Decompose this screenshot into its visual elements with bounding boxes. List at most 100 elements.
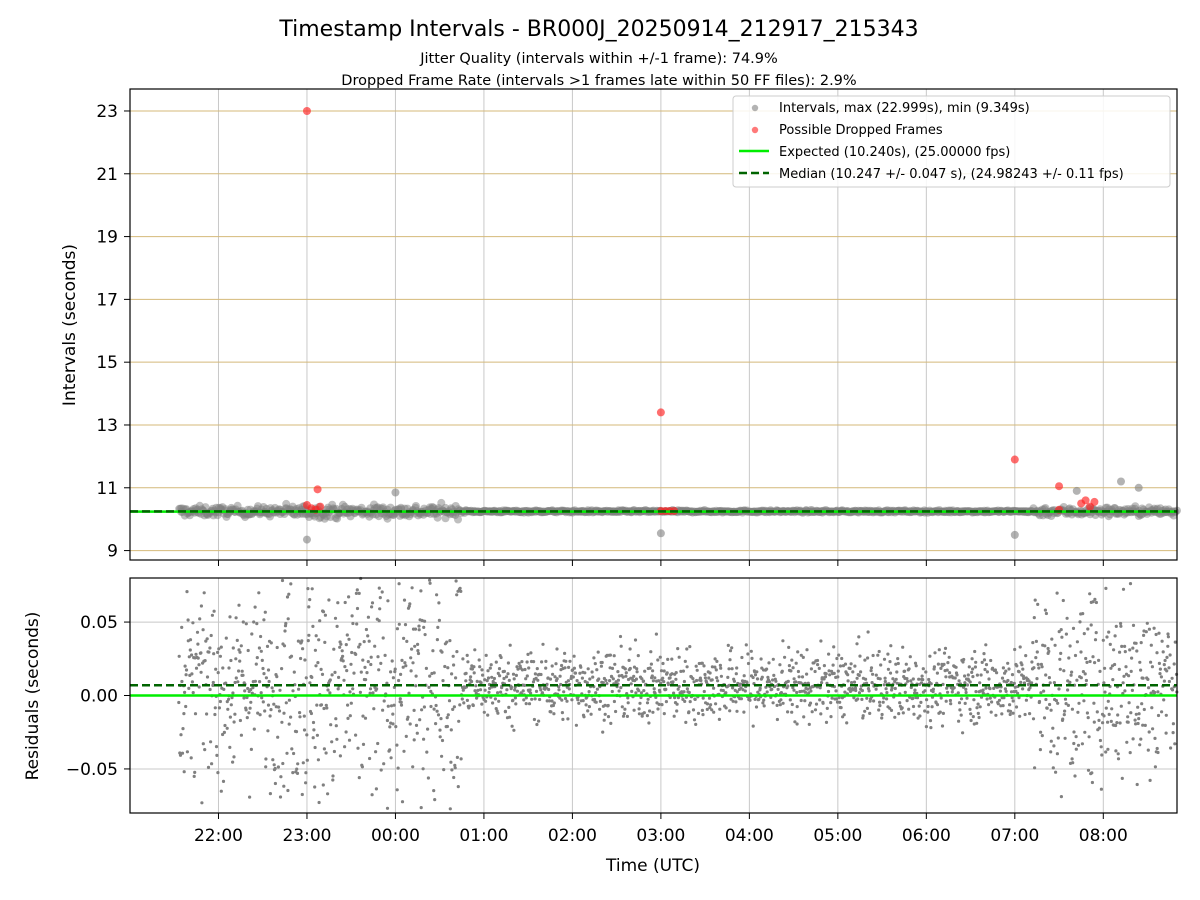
residual-point [623, 667, 627, 671]
residual-point [271, 758, 275, 762]
residual-point [354, 733, 358, 737]
residual-point [323, 640, 327, 645]
residual-point [548, 677, 553, 681]
residual-point [917, 704, 921, 708]
residual-point [976, 711, 980, 716]
residual-point [1103, 690, 1107, 694]
residual-point [641, 679, 646, 683]
residual-point [568, 659, 572, 663]
residual-point [983, 667, 987, 672]
residual-point [957, 701, 962, 705]
residual-point [448, 639, 452, 643]
residual-point [937, 648, 941, 652]
residual-point [931, 687, 936, 691]
residual-point [1084, 656, 1088, 661]
residual-point [1113, 634, 1117, 638]
residual-point [400, 800, 405, 804]
residual-point [456, 785, 460, 789]
residual-point [809, 689, 813, 693]
residual-point [988, 687, 992, 691]
residual-point [403, 623, 408, 627]
residual-point [212, 652, 216, 656]
residual-point [402, 598, 407, 602]
residual-point [528, 688, 532, 692]
residual-point [264, 765, 268, 769]
residual-point [380, 590, 384, 594]
residual-point [483, 688, 487, 692]
residual-point [297, 687, 301, 691]
residual-point [342, 678, 346, 682]
residual-point [244, 622, 248, 626]
residual-point [600, 660, 604, 665]
residual-point [576, 698, 580, 702]
residual-point [948, 698, 953, 703]
residual-point [654, 632, 659, 636]
residual-point [228, 745, 232, 750]
residual-point [347, 595, 351, 599]
residual-point [223, 723, 227, 728]
residual-point [553, 675, 557, 679]
residual-point [707, 676, 711, 680]
residual-point [182, 712, 186, 716]
residual-point [857, 635, 861, 639]
residual-point [455, 650, 459, 654]
residual-point [361, 714, 365, 718]
residual-point [938, 710, 942, 714]
residual-point [1116, 713, 1120, 717]
residual-point [1128, 582, 1133, 586]
residual-point [435, 593, 439, 597]
residual-point [1088, 592, 1092, 596]
residual-point [1169, 746, 1173, 750]
residual-point [233, 680, 237, 685]
residual-point [414, 684, 418, 688]
residual-point [995, 671, 999, 675]
top-y-tick-label: 11 [96, 479, 118, 499]
residual-point [474, 691, 478, 695]
residual-point [584, 703, 588, 707]
residual-point [626, 701, 630, 705]
residual-point [1138, 743, 1142, 747]
residual-point [1164, 713, 1168, 717]
residual-point [266, 703, 271, 707]
residual-point [252, 727, 256, 731]
residual-point [437, 601, 441, 605]
residual-point [424, 666, 428, 671]
residual-point [625, 714, 630, 719]
residual-point [581, 699, 585, 703]
residual-point [346, 703, 350, 707]
residual-point [813, 669, 817, 674]
residual-point [840, 656, 844, 661]
residual-point [303, 658, 307, 662]
residual-point [277, 709, 282, 713]
residual-point [249, 747, 253, 752]
residual-point [794, 680, 798, 684]
residual-point [450, 672, 454, 676]
residual-point [832, 671, 836, 676]
residual-point [279, 775, 283, 779]
residual-point [389, 756, 393, 760]
residual-point [781, 639, 785, 643]
residual-point [837, 653, 841, 657]
residual-point [573, 671, 578, 675]
residual-point [374, 787, 378, 791]
residual-point [1173, 640, 1177, 644]
residual-point [416, 642, 420, 647]
residual-point [239, 644, 243, 648]
residual-point [287, 722, 291, 726]
residual-point [446, 666, 450, 670]
residual-point [997, 698, 1002, 702]
interval-outlier-point [1134, 483, 1143, 492]
residual-point [241, 620, 245, 624]
residual-point [511, 672, 516, 676]
residual-point [877, 649, 881, 654]
residual-point [1075, 678, 1079, 682]
residual-point [893, 686, 897, 691]
residual-point [582, 715, 586, 719]
residual-point [363, 716, 368, 720]
residual-point [1091, 600, 1095, 604]
residual-point [234, 657, 238, 661]
residual-point [657, 679, 661, 683]
top-panel-y-axis-label: Intervals (seconds) [60, 244, 80, 406]
residual-point [907, 707, 911, 711]
residual-point [361, 742, 366, 747]
